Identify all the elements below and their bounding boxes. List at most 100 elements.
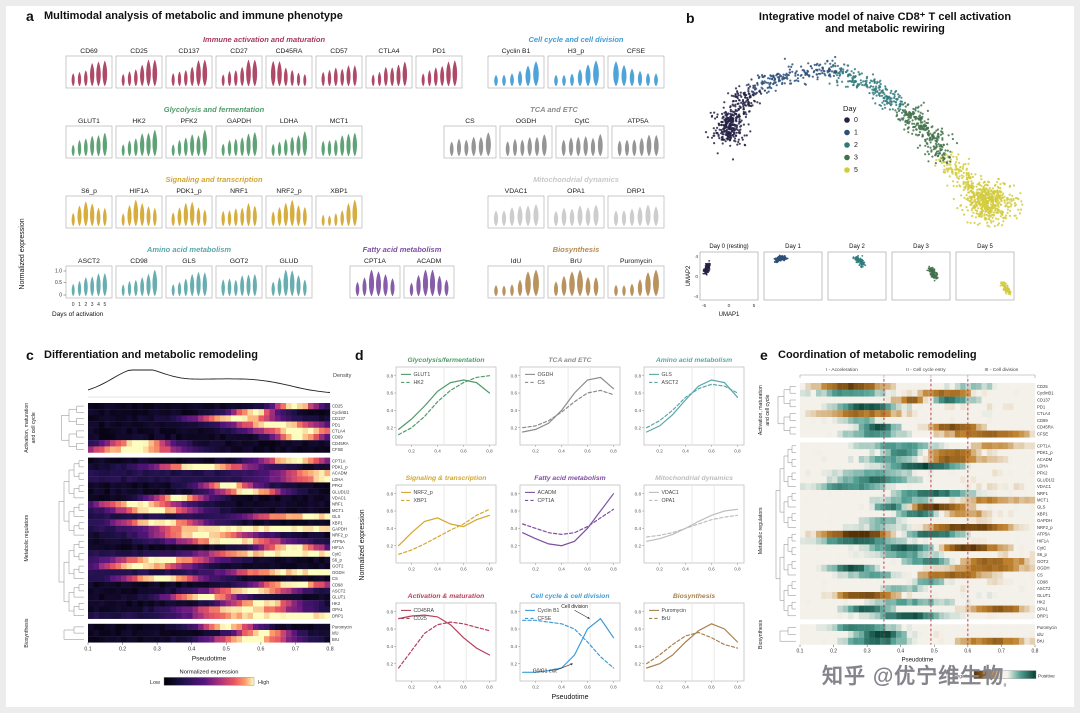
row-label: HIF1A	[1037, 538, 1049, 543]
violin-plot: ACADM	[403, 258, 455, 299]
panel-b-title-line1: Integrative model of naive CD8⁺ T cell a…	[758, 11, 1012, 23]
violin-plot: CD69	[65, 48, 113, 89]
marker-label: CS	[465, 118, 475, 125]
marker-label: GAPDH	[227, 118, 251, 125]
svg-text:0.2: 0.2	[408, 567, 415, 572]
subplot-title: TCA and ETC	[548, 357, 591, 364]
panel-e-title: Coordination of metabolic remodeling	[778, 349, 977, 361]
marker-label: OGDH	[516, 118, 536, 125]
marker-label: CD25	[130, 48, 148, 55]
svg-text:0.4: 0.4	[682, 685, 689, 690]
legend-item: 2	[854, 142, 858, 149]
row-label: GLUD1/2	[332, 489, 350, 494]
legend-label: OPA1	[662, 498, 676, 504]
row-label: CD69	[1037, 418, 1048, 423]
row-label: HK2	[332, 601, 341, 606]
marker-label: LDHA	[280, 118, 299, 125]
violin-plot: CytC	[555, 118, 609, 159]
svg-text:0.4: 0.4	[387, 526, 394, 531]
violin-plot: CS	[443, 118, 497, 159]
svg-text:0.4: 0.4	[511, 408, 518, 413]
marker-label: CTLA4	[378, 48, 399, 55]
colorbar: Normalized expression Low High	[150, 669, 269, 686]
panel-b-title-line2: and metabolic rewiring	[825, 23, 945, 35]
violin-plot: XBP1	[315, 188, 363, 229]
dendrogram	[775, 445, 796, 617]
row-label: CTLA4	[332, 428, 346, 433]
svg-text:0.8: 0.8	[387, 491, 394, 496]
marker-label: GLUT1	[78, 118, 100, 125]
row-label: NRF1	[332, 502, 344, 507]
row-label: HK2	[1037, 600, 1046, 605]
line-subplot: Signaling & transcription 0.2 0.4 0.6 0.8 0.2…	[387, 475, 497, 572]
subplot-title: Activation & maturation	[407, 593, 485, 600]
violin-plot: PFK2	[165, 118, 213, 159]
density-curve	[87, 369, 331, 393]
row-group-label: Activation, maturation	[24, 403, 30, 453]
marker-label: BrU	[570, 258, 582, 265]
row-label: CD137	[1037, 397, 1051, 402]
row-label: GLUD1/2	[1037, 477, 1055, 482]
svg-text:0.8: 0.8	[387, 609, 394, 614]
annotation: G0/G1 exit	[533, 668, 558, 674]
row-label: PFK2	[1037, 470, 1048, 475]
svg-text:0.6: 0.6	[584, 685, 591, 690]
violin-plot: CFSE	[607, 48, 665, 89]
row-label: VDAC1	[1037, 484, 1052, 489]
panel-a-letter: a	[26, 8, 34, 24]
dendrogram	[779, 627, 796, 642]
row-label: DRP1	[332, 613, 344, 618]
violin-plot: H3_p	[547, 48, 605, 89]
svg-text:Normalized expression: Normalized expression	[180, 669, 239, 675]
umap-subpanel: Day 2	[827, 244, 887, 301]
row-label: PD1	[332, 422, 341, 427]
svg-text:Low: Low	[150, 680, 160, 686]
row-label: IdU	[332, 631, 339, 636]
row-label: GOT2	[1037, 559, 1049, 564]
umap-subpanel: Day 0 (resting)	[699, 244, 759, 301]
row-label: OPA1	[1037, 606, 1049, 611]
svg-text:0.2: 0.2	[532, 685, 539, 690]
panel-b-letter: b	[686, 10, 695, 26]
row-label: GAPDH	[332, 526, 347, 531]
line-subplot: Glycolysis/fermentation 0.2 0.4 0.6 0.8 0.2 0.…	[387, 357, 497, 454]
svg-text:0.8: 0.8	[511, 373, 518, 378]
subplot-title: Cell cycle & cell division	[531, 593, 610, 600]
marker-label: PFK2	[181, 118, 198, 125]
violin-plot: GOT2	[215, 258, 263, 299]
group-title: Biosynthesis	[553, 245, 600, 254]
marker-label: XBP1	[330, 188, 348, 195]
violin-plot: HIF1A	[115, 188, 163, 229]
legend-label: GLS	[662, 372, 673, 378]
svg-text:-5: -5	[702, 303, 707, 309]
svg-text:0.2: 0.2	[656, 567, 663, 572]
svg-text:0.8: 0.8	[734, 685, 741, 690]
umap-subpanel: Day 1	[763, 244, 823, 301]
dendrogram	[777, 386, 796, 435]
row-group-label: Metabolic regulators	[24, 514, 30, 561]
row-label: HIF1A	[332, 545, 344, 550]
a-ylabel: Normalized expression	[19, 218, 26, 289]
legend-label: CS	[538, 380, 546, 386]
svg-text:0.8: 0.8	[635, 373, 642, 378]
svg-text:5: 5	[753, 303, 756, 309]
svg-text:0.6: 0.6	[635, 627, 642, 632]
svg-text:0.6: 0.6	[708, 449, 715, 454]
row-label: CytC	[1037, 545, 1046, 550]
svg-text:0.6: 0.6	[511, 627, 518, 632]
svg-text:0.6: 0.6	[584, 567, 591, 572]
subplot-title: Biosynthesis	[673, 593, 716, 600]
row-group-label: Activation, maturation	[758, 385, 764, 435]
svg-text:0.4: 0.4	[558, 685, 565, 690]
svg-text:0.6: 0.6	[584, 449, 591, 454]
dendrogram	[61, 405, 84, 450]
row-label: XBP1	[1037, 511, 1048, 516]
violin-plot: IdU	[487, 258, 545, 299]
svg-text:0.6: 0.6	[511, 509, 518, 514]
row-label: BrU	[1037, 639, 1044, 644]
svg-text:0.8: 0.8	[511, 609, 518, 614]
legend-label: CPT1A	[538, 498, 555, 504]
violin-plot: Puromycin	[607, 258, 665, 299]
